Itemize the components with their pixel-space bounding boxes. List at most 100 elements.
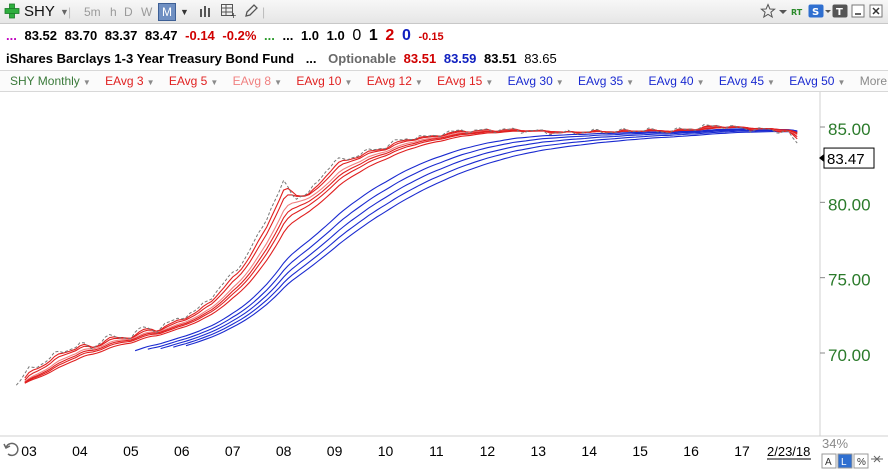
zoom-icon[interactable] xyxy=(871,455,883,463)
chevron-down-icon[interactable]: ▼ xyxy=(210,78,219,87)
chevron-down-icon[interactable]: ▼ xyxy=(837,78,846,87)
legend-item-shy-monthly[interactable]: SHY Monthly ▼ xyxy=(10,74,91,88)
legend-label: EAvg 45 xyxy=(718,74,765,88)
realtime-icon[interactable]: RT xyxy=(790,3,806,19)
legend-label: EAvg 50 xyxy=(789,74,835,88)
chevron-down-icon[interactable]: ▼ xyxy=(146,78,155,87)
timeframe-dropdown-icon[interactable]: ▼ xyxy=(180,7,189,17)
open-price: 83.52 xyxy=(24,28,58,43)
timeframe-5m[interactable]: 5m xyxy=(84,5,101,19)
chevron-down-icon[interactable]: ▼ xyxy=(555,78,564,87)
chevron-down-icon[interactable]: ▼ xyxy=(344,78,353,87)
legend-item-eavg-5[interactable]: EAvg 5 ▼ xyxy=(169,74,218,88)
timeframe-hourly[interactable]: h xyxy=(110,5,117,19)
svg-text:T: T xyxy=(836,7,843,18)
chevron-down-icon[interactable]: ▼ xyxy=(767,78,775,87)
symbol-input[interactable]: SHY xyxy=(24,3,55,20)
x-tick-label: 13 xyxy=(530,443,546,459)
last-price-pointer xyxy=(819,154,824,163)
ema-line-eavg-10 xyxy=(24,126,798,383)
x-tick-label: 15 xyxy=(632,443,648,459)
indicator-grid-icon[interactable]: + xyxy=(220,3,236,19)
bar-style-icon[interactable] xyxy=(198,3,214,19)
info-row: iShares Barclays 1-3 Year Treasury Bond … xyxy=(0,51,561,69)
indicator-legend: SHY Monthly ▼ EAvg 3 ▼ EAvg 5 ▼ EAvg 8 ▼ EAv… xyxy=(0,70,888,92)
chevron-down-icon[interactable]: ▼ xyxy=(626,78,635,87)
add-symbol-icon[interactable] xyxy=(4,3,20,19)
symbol-dropdown-icon[interactable]: ▼ xyxy=(60,7,69,17)
minimize-icon[interactable] xyxy=(850,3,866,19)
ema-line-eavg-5 xyxy=(24,125,798,381)
auto-scale-button[interactable] xyxy=(821,453,837,469)
svg-text:S: S xyxy=(812,7,819,18)
dropdown-icon[interactable] xyxy=(824,3,832,19)
ema-line-eavg-45 xyxy=(173,130,798,348)
chevron-down-icon[interactable]: ▼ xyxy=(82,78,91,87)
y-tick-label: 70.00 xyxy=(828,346,871,365)
text-tool-icon[interactable]: T xyxy=(832,3,848,19)
zoom-level: 34% xyxy=(822,436,848,451)
legend-item-eavg-40[interactable]: EAvg 40 ▼ xyxy=(648,74,704,88)
timeframe-monthly[interactable]: M xyxy=(158,3,176,21)
x-tick-label: 07 xyxy=(225,443,241,459)
x-tick-label: 04 xyxy=(72,443,88,459)
log-scale-label: L xyxy=(841,457,847,468)
price-change-pct: -0.2% xyxy=(222,28,257,43)
toolbar-separator: | xyxy=(262,5,266,19)
legend-item-eavg-15[interactable]: EAvg 15 ▼ xyxy=(437,74,493,88)
timeframe-weekly[interactable]: W xyxy=(141,5,153,19)
legend-label: EAvg 8 xyxy=(232,74,272,88)
legend-label: EAvg 10 xyxy=(296,74,342,88)
volume-menu-dots[interactable]: ... xyxy=(264,28,275,43)
close-icon[interactable] xyxy=(868,3,884,19)
low-price: 83.37 xyxy=(104,28,138,43)
legend-item-eavg-3[interactable]: EAvg 3 ▼ xyxy=(105,74,154,88)
x-tick-label: 12 xyxy=(480,443,496,459)
svg-text:+: + xyxy=(230,11,236,19)
dropdown-icon[interactable] xyxy=(778,3,788,19)
legend-label: EAvg 5 xyxy=(168,74,208,88)
legend-more[interactable]: More▼ xyxy=(860,74,888,88)
legend-item-eavg-50[interactable]: EAvg 50 ▼ xyxy=(789,74,845,88)
draw-pencil-icon[interactable] xyxy=(243,3,259,19)
info-dots[interactable]: ... xyxy=(305,51,317,66)
count-3: 0 xyxy=(401,27,411,44)
chevron-down-icon[interactable]: ▼ xyxy=(414,78,423,87)
refresh-icon[interactable] xyxy=(3,442,19,457)
timeframe-daily[interactable]: D xyxy=(124,5,133,19)
legend-label: EAvg 35 xyxy=(578,74,624,88)
price-line xyxy=(15,124,798,386)
chevron-down-icon[interactable]: ▼ xyxy=(485,78,494,87)
ema-line-eavg-15 xyxy=(24,126,798,384)
price-chart[interactable]: 85.00 80.00 75.00 70.00 83.47 03 04 05 06 07 08 09 1… xyxy=(0,92,888,470)
percent-scale-button[interactable] xyxy=(853,453,869,469)
x-tick-label: 10 xyxy=(378,443,394,459)
ema-line-eavg-12 xyxy=(24,126,798,384)
scale-settings-icon[interactable]: S xyxy=(808,3,824,19)
log-scale-button[interactable] xyxy=(837,453,853,469)
x-tick-label: 11 xyxy=(429,443,444,459)
other-price: 83.65 xyxy=(524,51,557,66)
x-tick-label: 16 xyxy=(683,443,699,459)
count-1: 1 xyxy=(368,27,378,44)
legend-item-eavg-45[interactable]: EAvg 45 ▼ xyxy=(719,74,775,88)
legend-item-eavg-35[interactable]: EAvg 35 ▼ xyxy=(578,74,634,88)
count-2: 2 xyxy=(385,27,395,44)
y-tick-label: 85.00 xyxy=(828,120,871,139)
auto-scale-label: A xyxy=(825,457,832,468)
chart-toolbar: SHY ▼ | 5m h D W M ▼ + | RT S T xyxy=(0,0,888,24)
price-change: -0.14 xyxy=(185,28,215,43)
chevron-down-icon[interactable]: ▼ xyxy=(274,78,282,87)
legend-item-eavg-30[interactable]: EAvg 30 ▼ xyxy=(508,74,564,88)
legend-item-eavg-12[interactable]: EAvg 12 ▼ xyxy=(367,74,423,88)
quote-row: ... 83.52 83.70 83.37 83.47 -0.14 -0.2% … xyxy=(0,27,448,45)
x-last-date-label: 2/23/18 xyxy=(767,444,810,459)
info-menu-dots[interactable]: ... xyxy=(282,28,294,43)
chevron-down-icon[interactable]: ▼ xyxy=(696,78,705,87)
star-icon[interactable] xyxy=(760,3,776,19)
legend-item-eavg-8[interactable]: EAvg 8 ▼ xyxy=(233,74,282,88)
legend-item-eavg-10[interactable]: EAvg 10 ▼ xyxy=(296,74,352,88)
quote-menu-dots[interactable]: ... xyxy=(6,28,17,43)
y-tick-label: 75.00 xyxy=(828,271,871,290)
x-tick-label: 05 xyxy=(123,443,139,459)
